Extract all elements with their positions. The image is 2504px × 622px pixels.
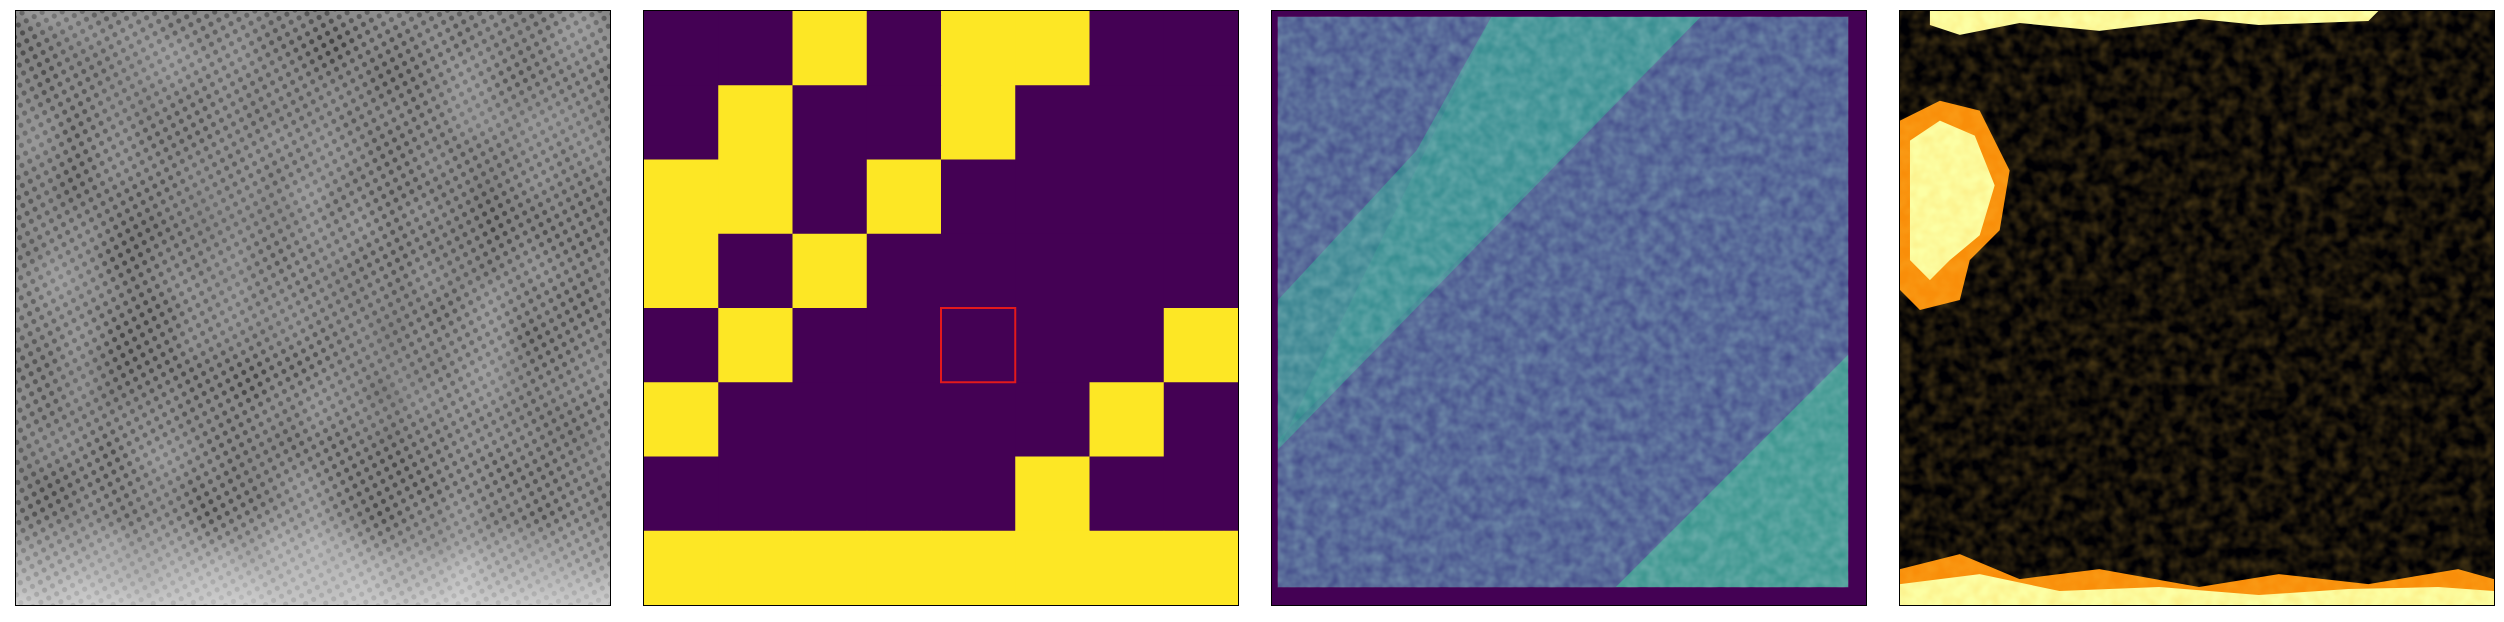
grid-cell (941, 308, 1016, 383)
grid-cell (1089, 308, 1165, 383)
grid-cell (1015, 11, 1090, 86)
grid-cell (1089, 85, 1165, 160)
grid-cell (941, 85, 1016, 160)
grid-cell (1015, 456, 1090, 532)
grid-cell (1089, 233, 1165, 309)
grid-cell (941, 11, 1016, 86)
grid-cell (1163, 159, 1238, 235)
grid-cell (792, 159, 868, 235)
grid-cell (1089, 382, 1165, 457)
grayscale-lattice-image (16, 11, 610, 605)
grid-cell (1163, 233, 1238, 309)
grid-cell (718, 530, 793, 605)
grid-cell (866, 308, 942, 383)
grid-cell (792, 308, 868, 383)
grid-cell (941, 159, 1016, 235)
grid-cell (718, 159, 793, 235)
grid-cell (644, 382, 719, 457)
grayscale-lattice-panel (15, 10, 611, 606)
grid-cell (1163, 382, 1238, 457)
binary-grid-mask-panel (643, 10, 1239, 606)
grid-cell (644, 11, 719, 86)
grid-cell (1015, 308, 1090, 383)
highlighted-cell-box (940, 307, 1017, 384)
grid-cell (644, 233, 719, 309)
grid-cell (718, 85, 793, 160)
grid-cell (718, 308, 793, 383)
grid-cell (718, 11, 793, 86)
grid-cell (866, 382, 942, 457)
grid-cell (866, 456, 942, 532)
grid-cell (718, 382, 793, 457)
viridis-intensity-map (1272, 11, 1866, 605)
grid-cell (1015, 530, 1090, 605)
grid-cell (1163, 308, 1238, 383)
grid-cell (941, 530, 1016, 605)
viridis-map-panel (1271, 10, 1867, 606)
grid-cell (1163, 85, 1238, 160)
grid-cell (644, 456, 719, 532)
grid-cell (866, 233, 942, 309)
grid-cell (718, 233, 793, 309)
grid-cell (866, 85, 942, 160)
grid-cell (792, 233, 868, 309)
grid-cell (792, 85, 868, 160)
grid-cell (1015, 382, 1090, 457)
grid-cell (1015, 85, 1090, 160)
grid-cell (941, 233, 1016, 309)
grid-cell (1089, 530, 1165, 605)
grid-cell (1015, 159, 1090, 235)
grid-cell (644, 85, 719, 160)
grid-cell (644, 530, 719, 605)
grid-cell (1089, 11, 1165, 86)
grid-cell (866, 530, 942, 605)
grid-cell (1163, 530, 1238, 605)
grid-cell (1163, 11, 1238, 86)
grid-cell (1089, 159, 1165, 235)
grid-cell (644, 159, 719, 235)
grid-cell (792, 530, 868, 605)
grid-cell (866, 159, 942, 235)
grid-cell (941, 382, 1016, 457)
grid-cell (792, 382, 868, 457)
grid-cell (1089, 456, 1165, 532)
grid-cell (866, 11, 942, 86)
grid-cell (792, 11, 868, 86)
grid-cell (792, 456, 868, 532)
grid-cell (1015, 233, 1090, 309)
inferno-map-panel (1899, 10, 2495, 606)
grid-cell (718, 456, 793, 532)
inferno-intensity-map (1900, 11, 2494, 605)
grid-cell (941, 456, 1016, 532)
grid-cell (644, 308, 719, 383)
grid-cell (1163, 456, 1238, 532)
binary-grid-mask (644, 11, 1238, 605)
